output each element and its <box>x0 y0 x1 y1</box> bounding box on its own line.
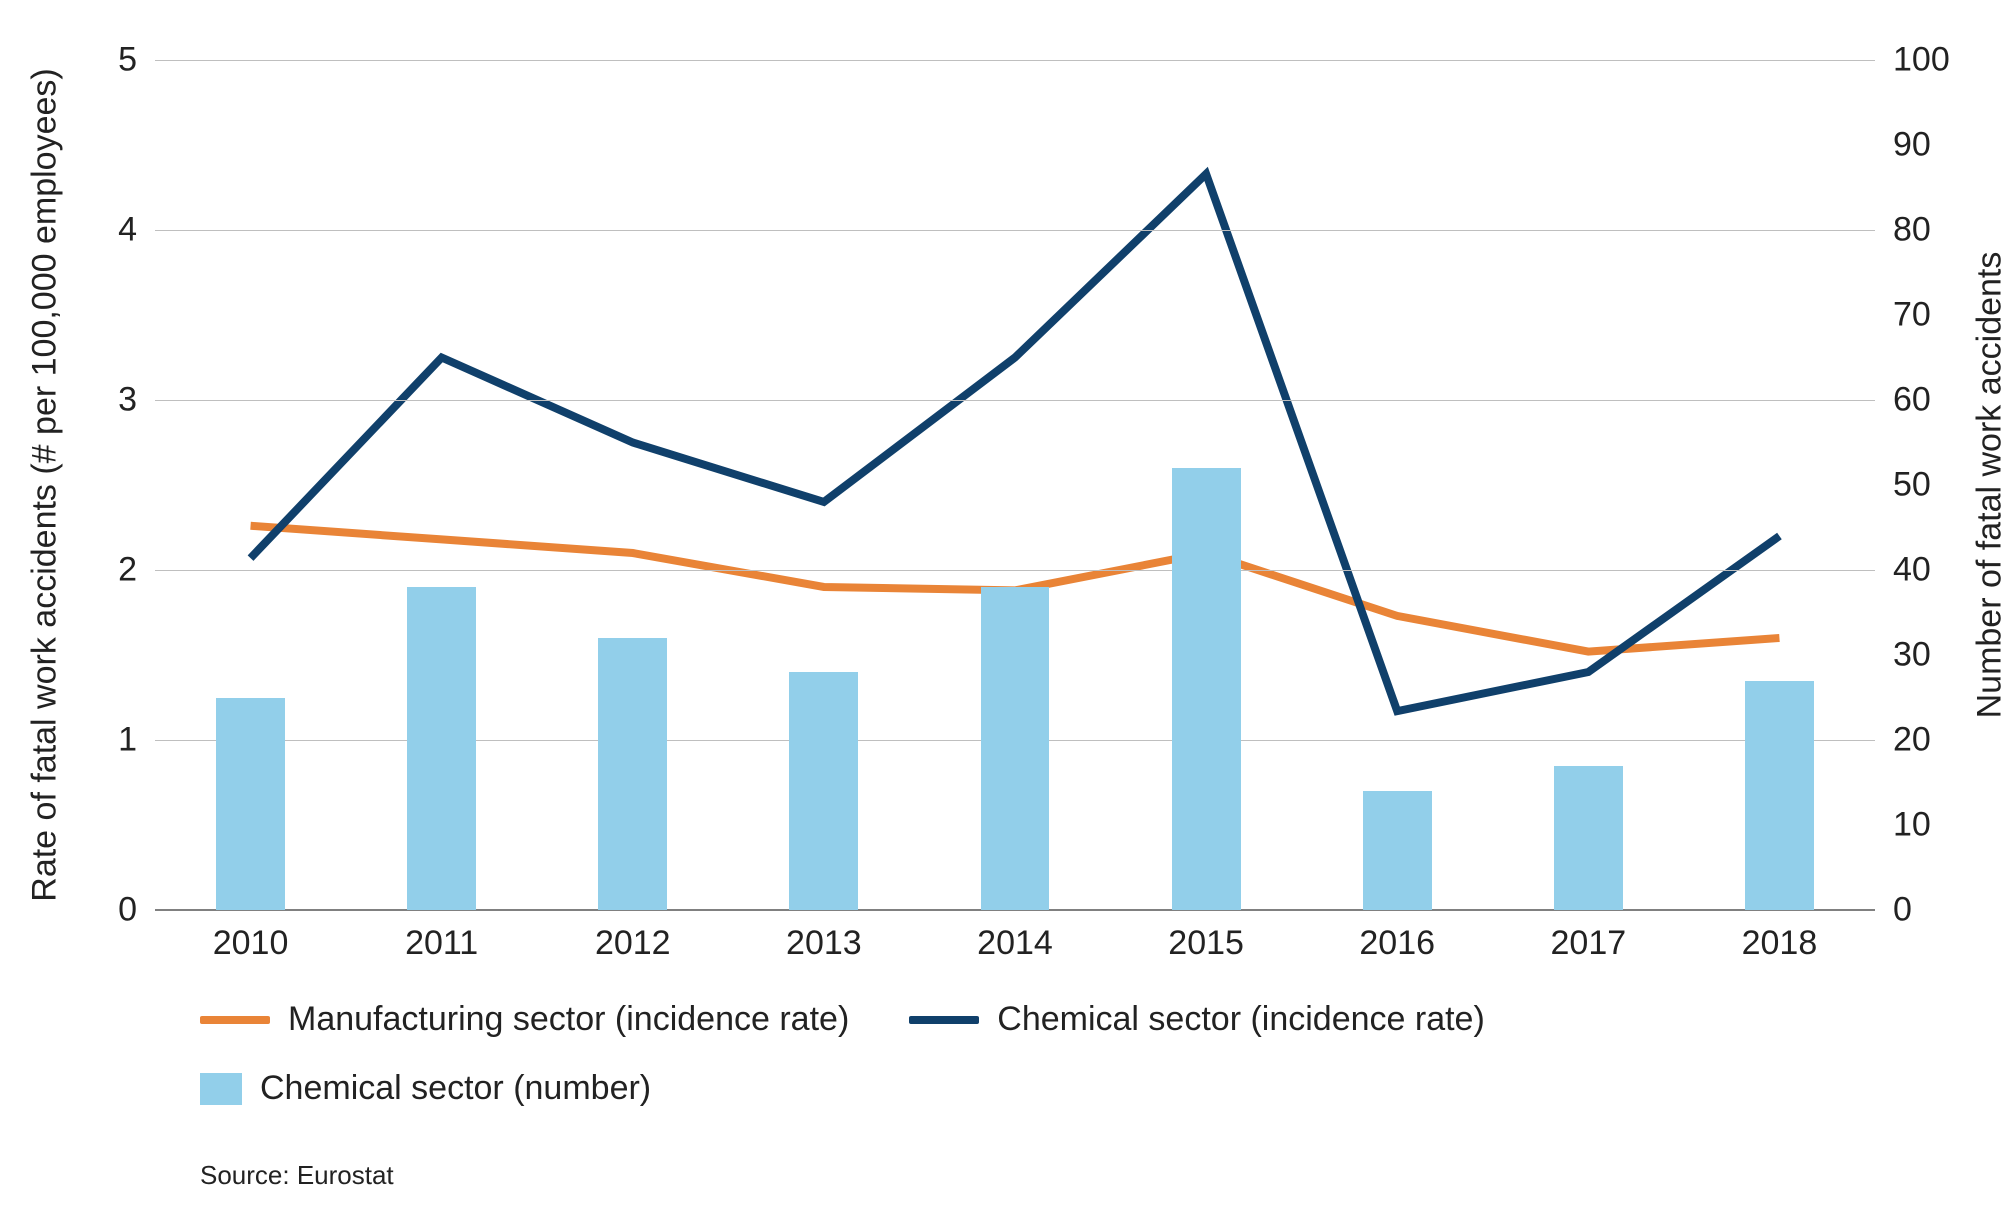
y-right-tick-label: 30 <box>1875 636 1931 675</box>
legend-item: Chemical sector (incidence rate) <box>909 1000 1485 1039</box>
legend-item: Chemical sector (number) <box>200 1069 651 1108</box>
chemical-number-bar <box>981 587 1050 910</box>
y-left-tick-label: 2 <box>118 551 155 590</box>
gridline <box>155 570 1875 571</box>
legend-line-swatch <box>909 1016 979 1024</box>
gridline <box>155 60 1875 61</box>
y-left-tick-label: 0 <box>118 891 155 930</box>
y-right-tick-label: 10 <box>1875 806 1931 845</box>
x-tick-label: 2017 <box>1551 910 1627 963</box>
y-right-tick-label: 50 <box>1875 466 1931 505</box>
legend-label: Manufacturing sector (incidence rate) <box>288 1000 849 1039</box>
y-right-tick-label: 20 <box>1875 721 1931 760</box>
legend-item: Manufacturing sector (incidence rate) <box>200 1000 849 1039</box>
plot-area: 0123450102030405060708090100201020112012… <box>155 60 1875 910</box>
chemical-number-bar <box>1172 468 1241 910</box>
y-right-tick-label: 0 <box>1875 891 1912 930</box>
y-right-tick-label: 40 <box>1875 551 1931 590</box>
x-tick-label: 2016 <box>1359 910 1435 963</box>
y-left-tick-label: 1 <box>118 721 155 760</box>
y-left-axis-label: Rate of fatal work accidents (# per 100,… <box>26 68 65 901</box>
x-tick-label: 2014 <box>977 910 1053 963</box>
x-tick-label: 2011 <box>405 910 478 963</box>
x-tick-label: 2018 <box>1742 910 1818 963</box>
y-right-tick-label: 80 <box>1875 211 1931 250</box>
fatal-accidents-chart: 0123450102030405060708090100201020112012… <box>0 0 2001 1221</box>
chemical-number-bar <box>789 672 858 910</box>
chemical-number-bar <box>407 587 476 910</box>
chart-source: Source: Eurostat <box>200 1160 394 1191</box>
y-right-axis-label: Number of fatal work accidents <box>1971 252 2001 719</box>
x-tick-label: 2015 <box>1168 910 1244 963</box>
y-right-tick-label: 70 <box>1875 296 1931 335</box>
legend-line-swatch <box>200 1016 270 1024</box>
gridline <box>155 230 1875 231</box>
chemical-number-bar <box>598 638 667 910</box>
x-tick-label: 2013 <box>786 910 862 963</box>
y-left-tick-label: 3 <box>118 381 155 420</box>
gridline <box>155 400 1875 401</box>
legend-label: Chemical sector (incidence rate) <box>997 1000 1485 1039</box>
y-left-tick-label: 5 <box>118 41 155 80</box>
chemical-number-bar <box>1745 681 1814 911</box>
x-tick-label: 2010 <box>213 910 289 963</box>
chemical-number-bar <box>1554 766 1623 911</box>
chart-legend: Manufacturing sector (incidence rate) Che… <box>200 1000 1600 1108</box>
chemical-number-bar <box>1363 791 1432 910</box>
legend-bar-swatch <box>200 1073 242 1105</box>
y-left-tick-label: 4 <box>118 211 155 250</box>
y-right-tick-label: 90 <box>1875 126 1931 165</box>
y-right-tick-label: 60 <box>1875 381 1931 420</box>
y-right-tick-label: 100 <box>1875 41 1950 80</box>
x-tick-label: 2012 <box>595 910 671 963</box>
chemical-number-bar <box>216 698 285 911</box>
legend-label: Chemical sector (number) <box>260 1069 651 1108</box>
